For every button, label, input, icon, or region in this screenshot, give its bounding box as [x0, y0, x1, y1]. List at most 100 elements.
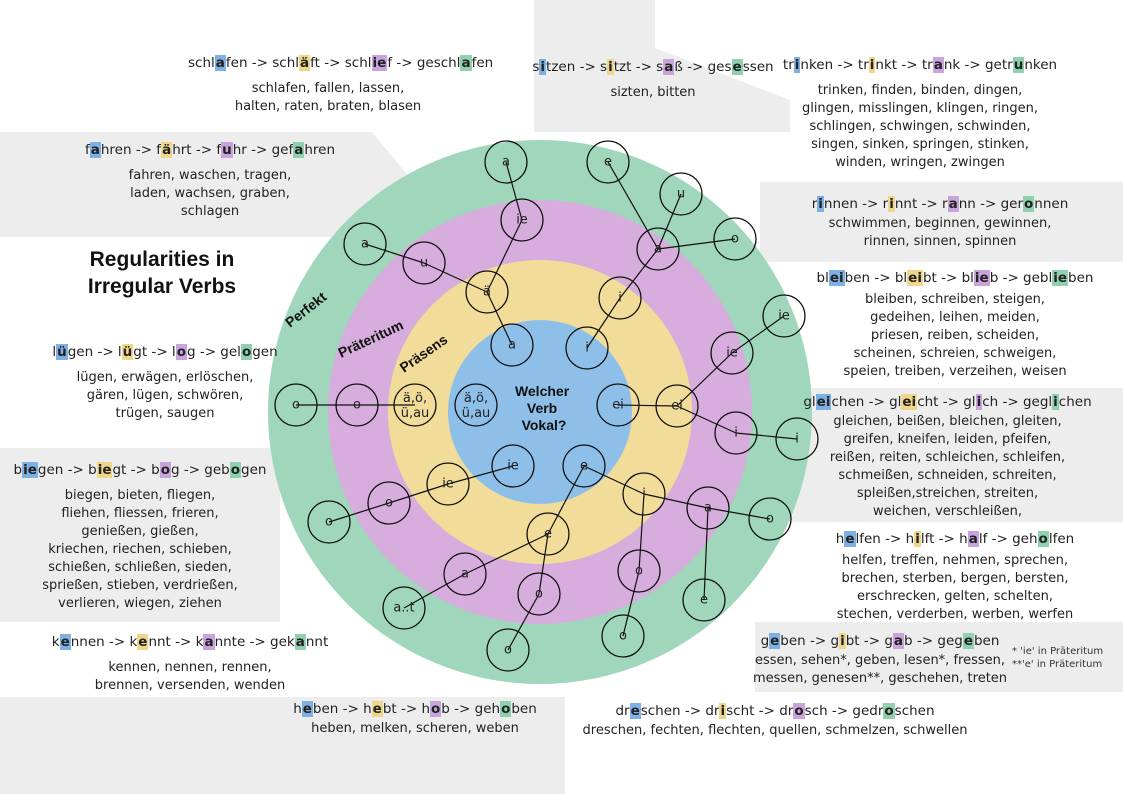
vowel-highlight: ie — [22, 462, 38, 478]
footnote-2: **'e' in Präteritum — [1012, 659, 1103, 670]
verb-line: rinnen, sinnen, spinnen — [863, 234, 1017, 249]
verb-list: schlafen, fallen, lassen, halten, raten, … — [188, 80, 468, 116]
vowel-highlight: ü — [56, 344, 68, 360]
vowel-bubble-label: o — [504, 643, 512, 658]
pattern: trinken -> trinkt -> trank -> getrunken — [750, 56, 1090, 74]
vowel-bubble — [713, 217, 757, 261]
vowel-highlight: a — [203, 634, 215, 650]
pattern-text: ben -> bl — [844, 270, 908, 286]
pattern: schlafen -> schläft -> schlief -> geschl… — [188, 54, 493, 72]
vowel-highlight: i — [868, 57, 876, 73]
vowel-bubble — [586, 140, 630, 184]
pattern-text: bt -> h — [382, 701, 431, 717]
vowel-highlight: u — [221, 142, 233, 158]
vowel-highlight: a — [293, 142, 305, 158]
vowel-bubble — [565, 326, 609, 370]
pattern: lügen -> lügt -> log -> gelogen — [30, 343, 300, 361]
vowel-highlight: o — [240, 344, 253, 360]
pattern: heben -> hebt -> hob -> gehoben — [290, 700, 540, 718]
pattern-text: dr — [615, 703, 630, 719]
vowel-highlight: e — [844, 531, 856, 547]
pattern-text: tzt -> s — [613, 59, 664, 75]
vowel-highlight: e — [59, 634, 71, 650]
pattern-text: chen -> gl — [831, 394, 902, 410]
pattern-text: sch -> gedr — [804, 703, 884, 719]
verb-line: fahren, waschen, tragen, — [128, 168, 292, 183]
pattern-text: nk -> getr — [943, 57, 1013, 73]
pattern: kennen -> kennt -> kannte -> gekannt — [40, 633, 340, 651]
vowel-bubble-label: o — [292, 398, 300, 413]
verb-line: reißen, reiten, schleichen, schleifen, — [829, 450, 1066, 465]
vowel-bubble-label: i — [734, 426, 738, 441]
pattern: dreschen -> drischt -> drosch -> gedrosc… — [580, 702, 970, 720]
vowel-bubble — [393, 383, 437, 427]
vowel-bubble-label: a — [704, 501, 712, 516]
verb-line: schlafen, fallen, lassen, — [251, 81, 405, 96]
verb-list: bleiben, schreiben, steigen, gedeihen, le… — [790, 291, 1120, 381]
vowel-bubble-label: u — [677, 187, 685, 202]
pattern-text: nnen — [1034, 196, 1069, 212]
vowel-bubble — [622, 472, 666, 516]
vowel-highlight: i — [975, 394, 983, 410]
pattern: fahren -> fährt -> fuhr -> gefahren — [70, 141, 350, 159]
pattern-text: lfen -> h — [855, 531, 915, 547]
vowel-bubble — [655, 384, 699, 428]
vowel-highlight: o — [883, 703, 895, 719]
vowel-bubble-label: o — [731, 232, 739, 247]
verb-line: brechen, sterben, bergen, bersten, — [841, 571, 1069, 586]
verb-line: gleichen, beißen, bleichen, gleiten, — [833, 414, 1062, 429]
vowel-bubble — [335, 383, 379, 427]
vowel-highlight: ei — [901, 394, 918, 410]
pattern: biegen -> biegt -> bog -> gebogen — [0, 461, 280, 479]
vowel-bubble-label: e — [700, 593, 708, 608]
pattern-text: b -> geh — [441, 701, 501, 717]
pattern-text: g -> geb — [170, 462, 230, 478]
vowel-bubble — [307, 500, 351, 544]
pattern-text: r — [811, 196, 818, 212]
vowel-highlight: i — [793, 57, 801, 73]
pattern-text: b -> geg — [904, 633, 963, 649]
pattern-text: f — [84, 142, 90, 158]
panel-fahren — [0, 132, 420, 237]
vowel-bubble-label: e — [544, 527, 552, 542]
group-schlafen: schlafen -> schläft -> schlief -> geschl… — [188, 54, 493, 116]
verb-line: speien, treiben, verzeihen, weisen — [843, 364, 1067, 379]
center-label: Welcher Verb Vokal? — [515, 383, 573, 433]
pattern: helfen -> hilft -> half -> geholfen — [790, 530, 1120, 548]
pattern-text: schen — [894, 703, 935, 719]
vowel-bubble-label: o — [353, 398, 361, 413]
verb-list: trinken, finden, binden, dingen, glingen,… — [750, 82, 1090, 172]
pattern-text: scht -> dr — [726, 703, 794, 719]
vowel-bubble — [682, 578, 726, 622]
pattern-text: k — [51, 634, 60, 650]
vowel-bubble-label: ä — [483, 285, 491, 300]
vowel-highlight: ei — [828, 270, 845, 286]
vowel-bubble — [343, 222, 387, 266]
title-line-2: Irregular Verbs — [87, 275, 237, 298]
vowel-highlight: i — [839, 633, 846, 649]
vowel-bubble — [443, 552, 487, 596]
group-biegen: biegen -> biegt -> bog -> gebogen biegen,… — [0, 461, 280, 613]
vowel-bubble — [636, 227, 680, 271]
pattern-text: fen -> schl — [225, 55, 300, 71]
title-line-1: Regularities in — [89, 248, 235, 271]
vowel-bubble-label: a..t — [393, 601, 414, 616]
vowel-highlight: o — [1037, 531, 1049, 547]
vowel-highlight: e — [371, 701, 383, 717]
pattern-text: ben -> g — [780, 633, 840, 649]
vowel-bubble — [601, 614, 645, 658]
verb-list: gleichen, beißen, bleichen, gleiten, grei… — [775, 413, 1120, 521]
verb-line: brennen, versenden, wenden — [94, 678, 286, 693]
pattern-text: lfen — [1048, 531, 1075, 547]
pattern-text: nken -> tr — [800, 57, 869, 73]
group-kennen: kennen -> kennt -> kannte -> gekannt kenn… — [40, 633, 340, 695]
pattern-text: gl — [803, 394, 816, 410]
verb-line: trügen, saugen — [115, 406, 215, 421]
vowel-bubble-label: ä,ö, ü,au — [462, 391, 491, 421]
vowel-highlight: a — [967, 531, 979, 547]
group-bleiben: bleiben -> bleibt -> blieb -> geblieben b… — [790, 269, 1120, 381]
vowel-bubble — [274, 383, 318, 427]
vowel-highlight: ei — [907, 270, 923, 286]
pattern-text: ft -> schl — [310, 55, 372, 71]
